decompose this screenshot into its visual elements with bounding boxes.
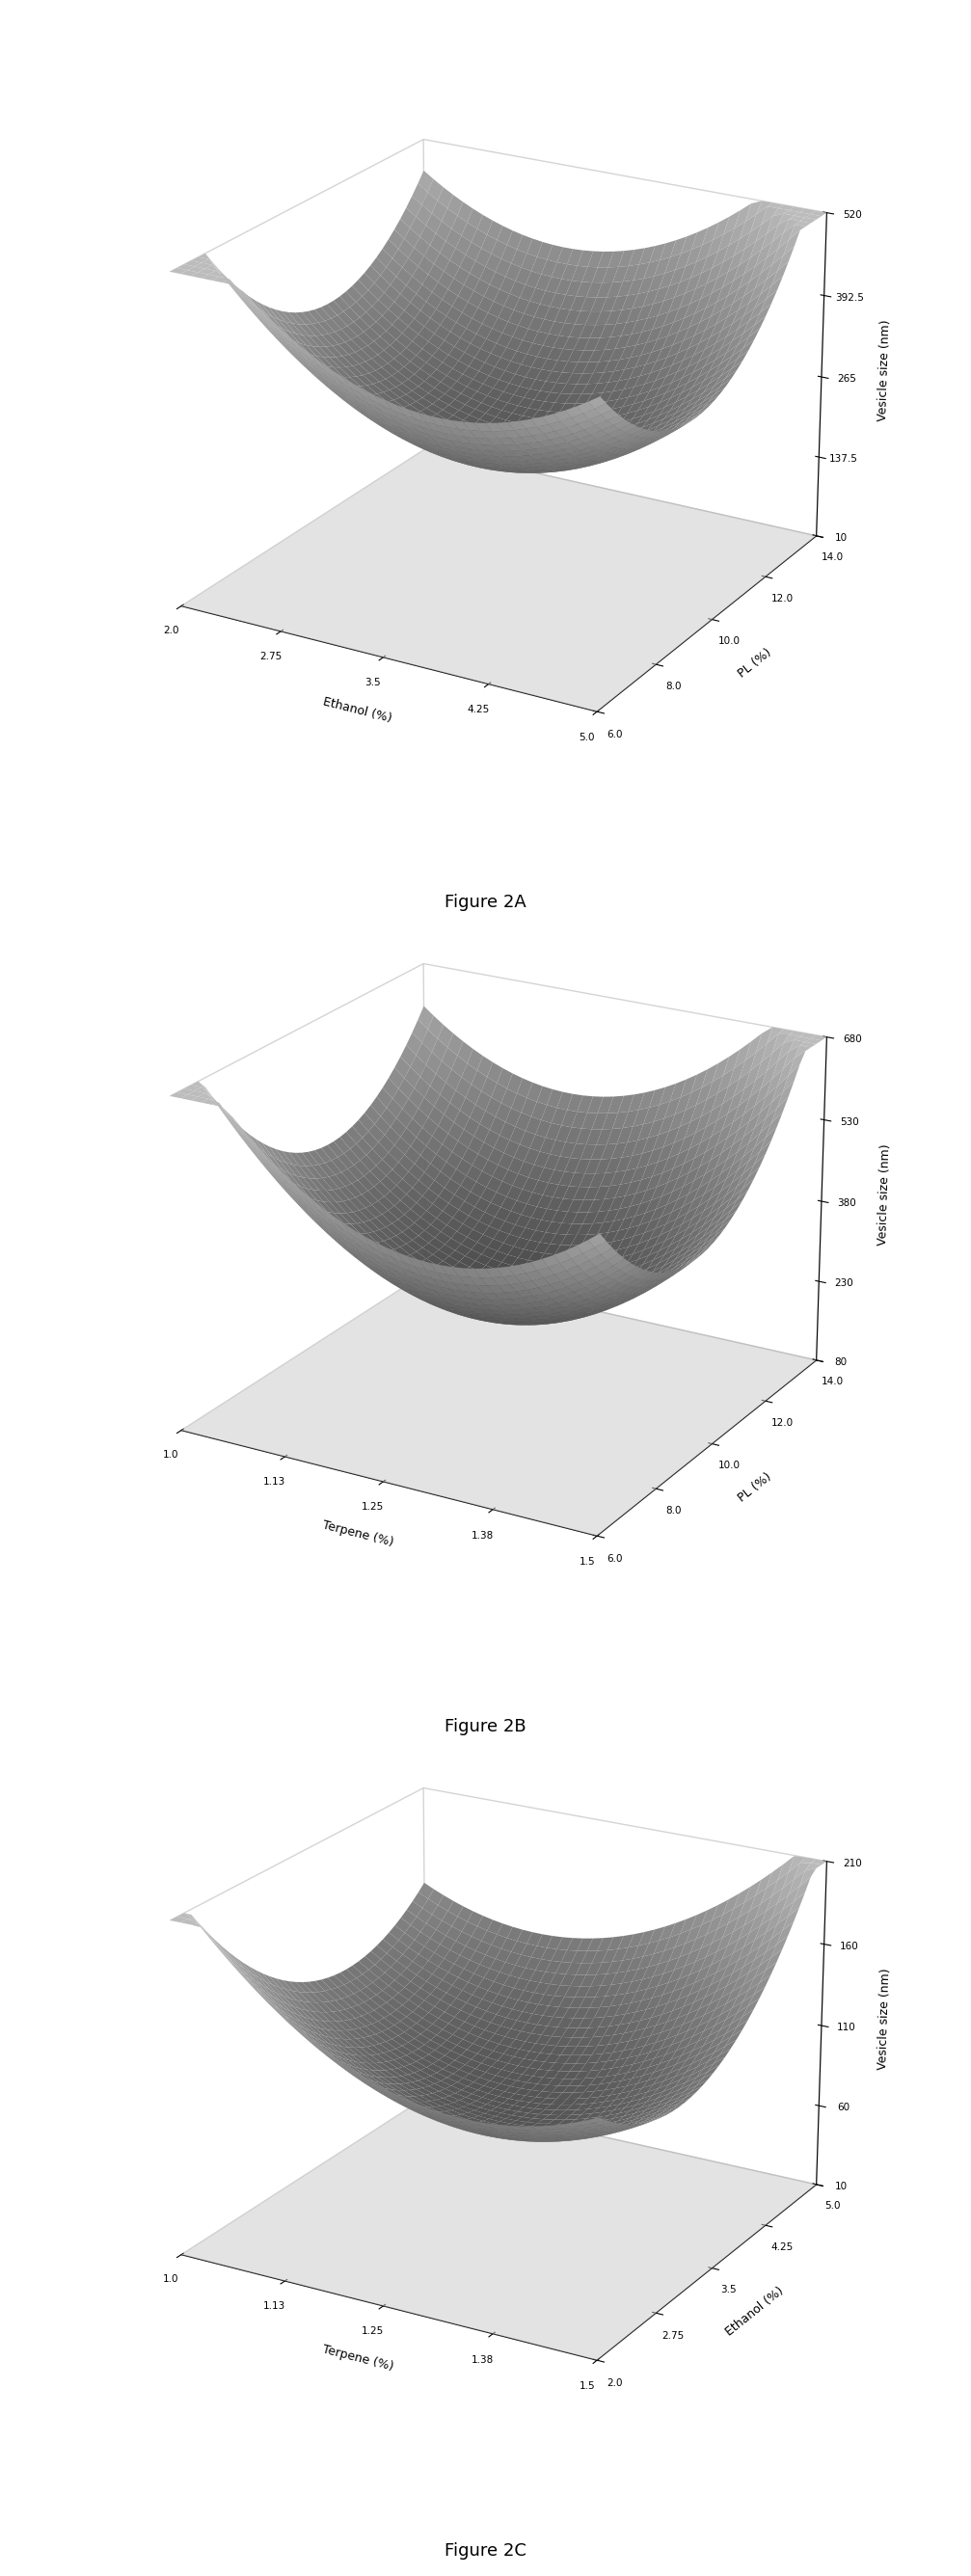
Text: Figure 2A: Figure 2A: [445, 894, 526, 912]
X-axis label: Ethanol (%): Ethanol (%): [321, 696, 393, 724]
X-axis label: Terpene (%): Terpene (%): [320, 1520, 394, 1548]
Y-axis label: PL (%): PL (%): [735, 647, 774, 680]
X-axis label: Terpene (%): Terpene (%): [320, 2344, 394, 2372]
Text: Figure 2B: Figure 2B: [445, 1718, 526, 1736]
Y-axis label: PL (%): PL (%): [735, 1471, 774, 1504]
Y-axis label: Ethanol (%): Ethanol (%): [723, 2285, 786, 2339]
Text: Figure 2C: Figure 2C: [445, 2543, 526, 2561]
